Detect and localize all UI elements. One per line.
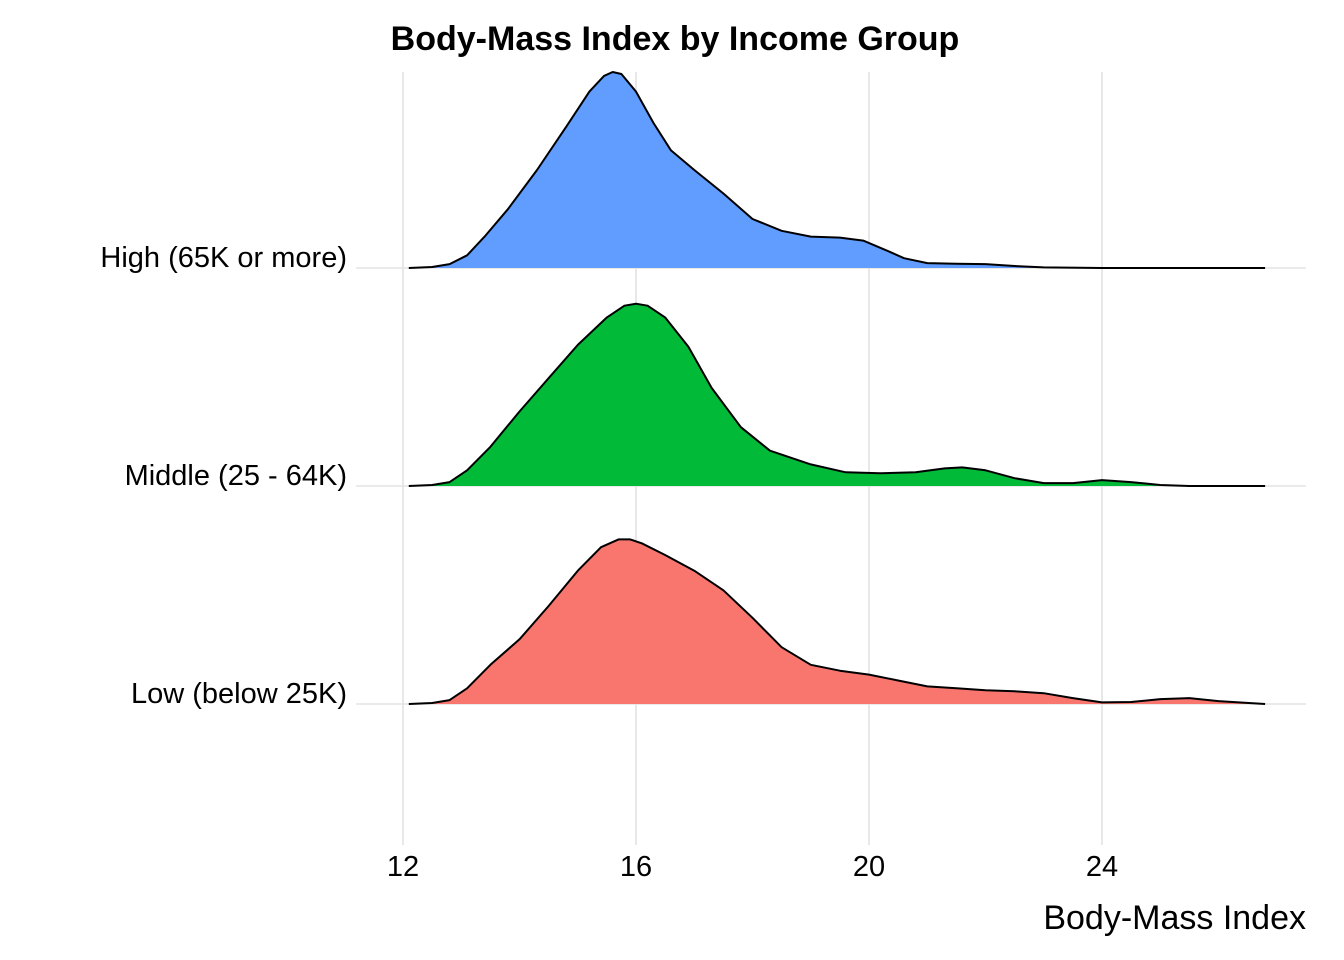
ridges <box>408 71 1266 705</box>
x-tick-label: 12 <box>387 851 419 883</box>
x-tick-labels: 12 16 20 24 <box>387 851 1118 883</box>
ridge-fill <box>408 539 1266 704</box>
chart-title: Body-Mass Index by Income Group <box>391 20 960 58</box>
y-tick-label: High (65K or more) <box>100 242 347 274</box>
x-axis-label: Body-Mass Index <box>1043 899 1306 937</box>
ridge-outline <box>408 71 1266 269</box>
x-tick-label: 16 <box>620 851 652 883</box>
x-tick-label: 20 <box>853 851 885 883</box>
y-tick-labels: High (65K or more) Middle (25 - 64K) Low (… <box>100 242 347 710</box>
ridge-fill <box>408 72 1266 268</box>
x-tick-label: 24 <box>1086 851 1118 883</box>
y-tick-label: Low (below 25K) <box>131 678 347 710</box>
ridge-outline <box>408 302 1266 487</box>
y-tick-label: Middle (25 - 64K) <box>125 460 347 492</box>
ridge-fill <box>408 303 1266 486</box>
ridge-outline <box>408 538 1266 705</box>
